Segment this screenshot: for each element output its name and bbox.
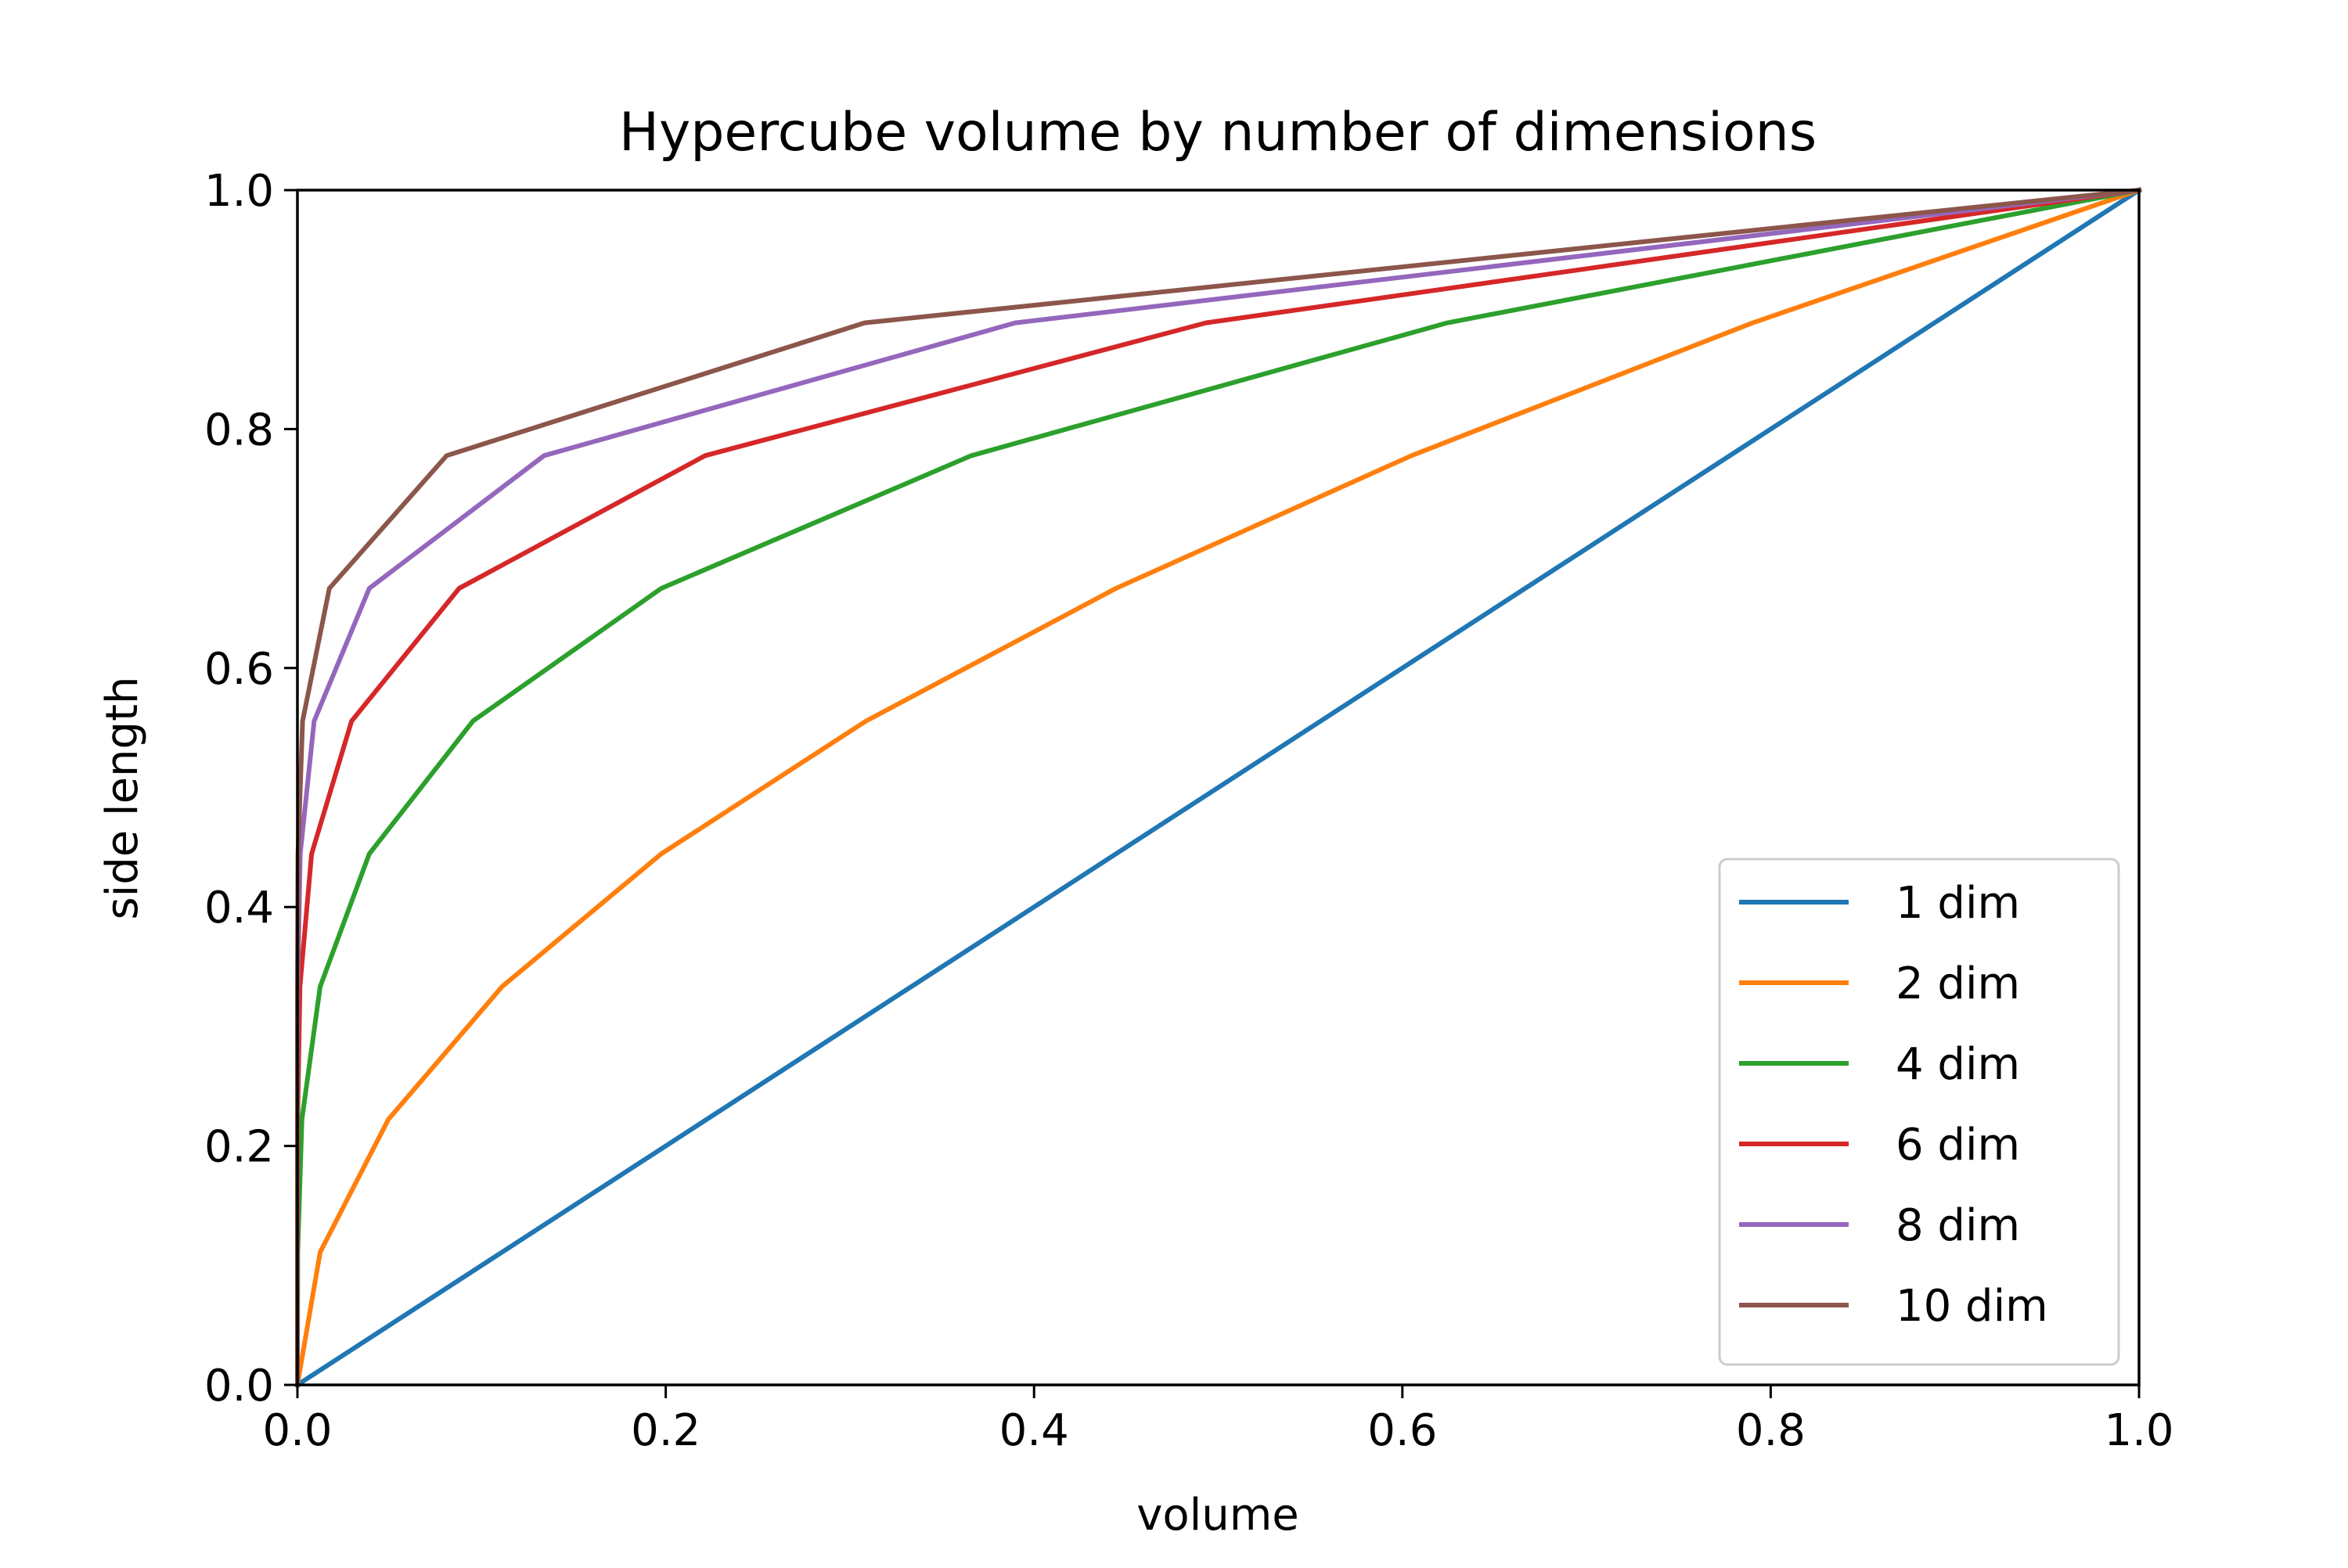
axes-frame xyxy=(296,189,2141,1386)
y-axis-ticks: 0.0 0.2 0.4 0.6 0.8 1.0 xyxy=(204,166,297,1412)
x-tick-label: 0.8 xyxy=(1736,1405,1806,1456)
x-tick-label: 1.0 xyxy=(2104,1405,2173,1456)
y-tick-label: 0.8 xyxy=(204,405,274,455)
legend-label-4-dim: 4 dim xyxy=(1896,1039,2020,1090)
legend-label-10-dim: 10 dim xyxy=(1896,1281,2048,1332)
chart-title: Hypercube volume by number of dimensions xyxy=(619,102,1817,164)
legend-label-1-dim: 1 dim xyxy=(1896,878,2020,929)
legend-box xyxy=(1718,858,2120,1366)
y-tick-label: 0.2 xyxy=(204,1122,274,1173)
plot-area xyxy=(294,186,2143,1389)
y-tick-label: 0.6 xyxy=(204,644,274,695)
y-axis-label: side length xyxy=(97,676,148,919)
x-tick-label: 0.2 xyxy=(631,1405,700,1456)
legend: 1 dim 2 dim 4 dim 6 dim 8 dim 10 dim xyxy=(1718,858,2120,1366)
series-line-1-dim xyxy=(294,186,2143,1389)
legend-label-2-dim: 2 dim xyxy=(1896,958,2020,1009)
y-tick-label: 0.0 xyxy=(204,1361,274,1412)
legend-label-8-dim: 8 dim xyxy=(1896,1200,2020,1251)
series-line-2-dim xyxy=(294,187,2142,1388)
x-tick-label: 0.4 xyxy=(999,1405,1069,1456)
y-tick-label: 1.0 xyxy=(204,166,274,217)
x-tick-label: 0.0 xyxy=(262,1405,332,1456)
x-axis-label: volume xyxy=(1136,1490,1298,1541)
x-tick-label: 0.6 xyxy=(1367,1405,1437,1456)
y-tick-label: 0.4 xyxy=(204,883,274,933)
legend-label-6-dim: 6 dim xyxy=(1896,1120,2020,1171)
x-axis-ticks: 0.0 0.2 0.4 0.6 0.8 1.0 xyxy=(262,1385,2174,1456)
